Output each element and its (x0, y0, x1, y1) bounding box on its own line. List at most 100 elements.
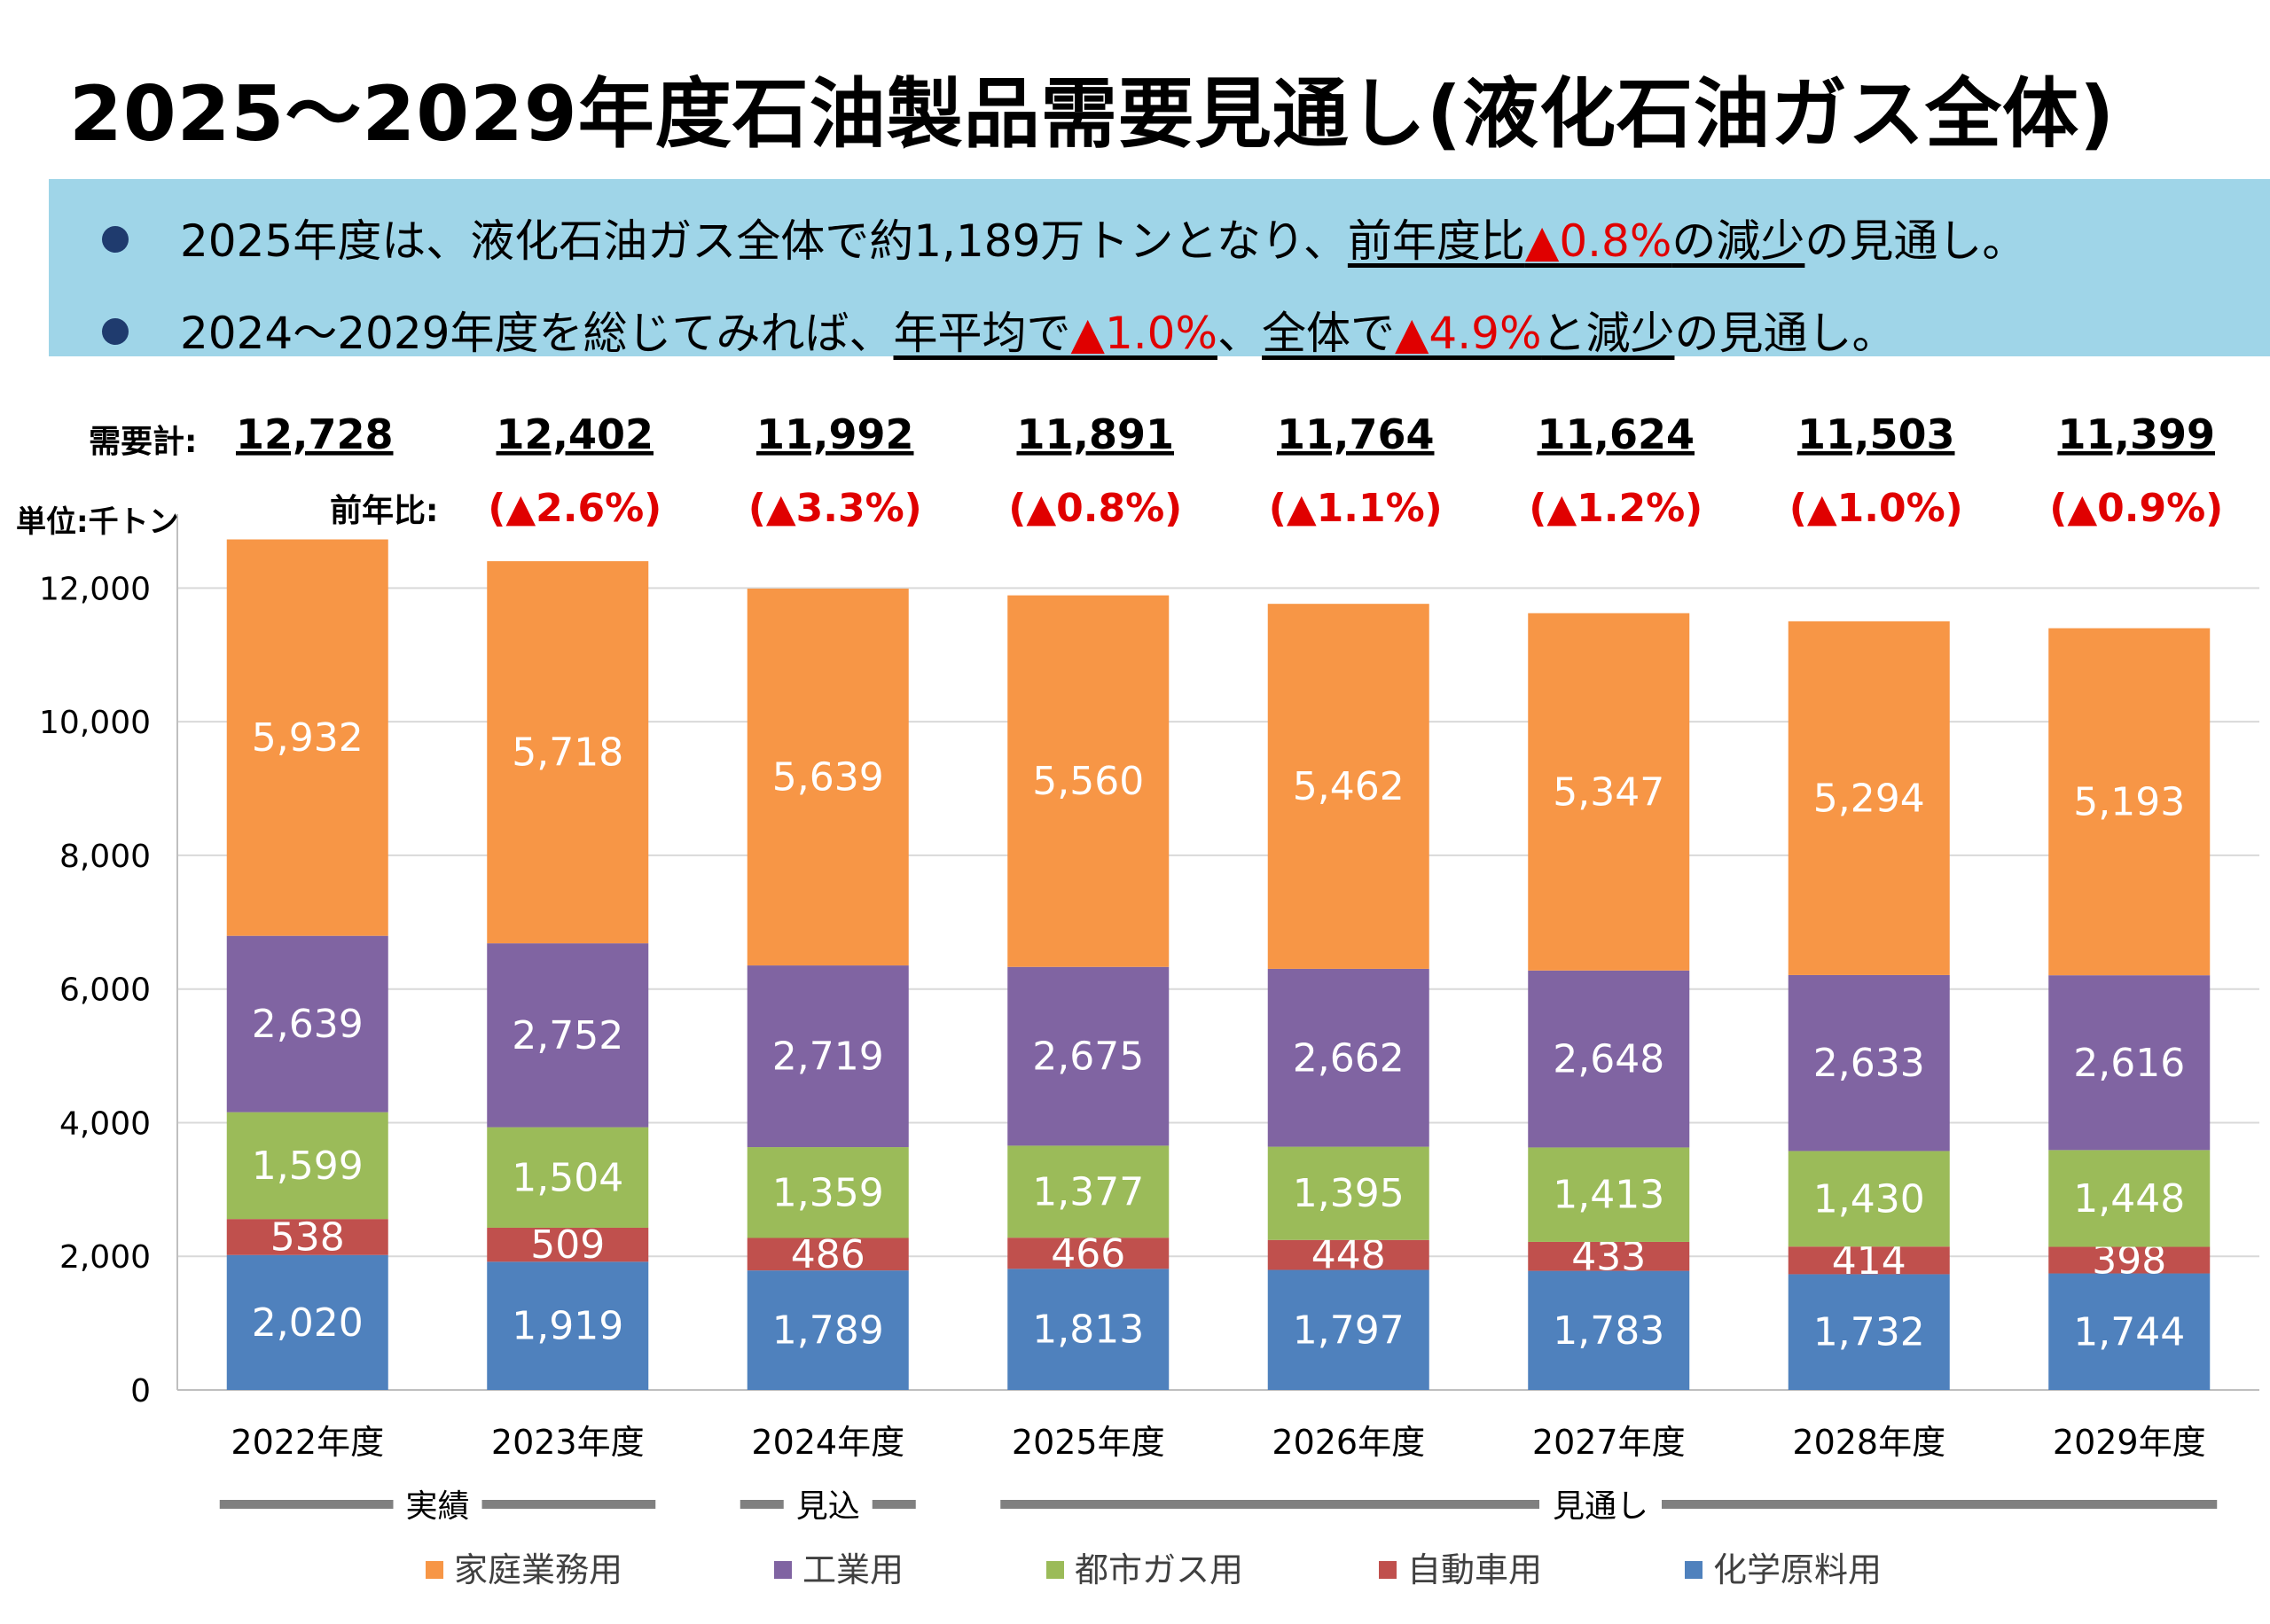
x-tick-label: 2022年度 (231, 1423, 384, 1462)
bullet-underlined-text: 年平均で▲1.0% (894, 308, 1217, 359)
data-label: 5,639 (772, 755, 884, 800)
bar-segment (487, 1127, 649, 1228)
bar-segment (1528, 613, 1690, 971)
bar-segment (226, 1219, 388, 1255)
data-label: 2,633 (1813, 1041, 1925, 1086)
x-tick-label: 2029年度 (2053, 1423, 2206, 1462)
legend-item-city-gas: 都市ガス用 (1046, 1542, 1243, 1591)
bar-segment (1007, 1145, 1170, 1238)
bar-segment (747, 965, 909, 1148)
data-label: 5,347 (1553, 769, 1664, 815)
bar-segment (487, 561, 649, 944)
data-label: 1,783 (1553, 1308, 1664, 1354)
bar-segment (1007, 966, 1170, 1146)
bar-segment (487, 943, 649, 1128)
yoy-label: (▲0.9%) (2049, 486, 2223, 531)
bullet-phrase: の減少 (1671, 215, 1805, 267)
bullet-rate: ▲1.0% (1070, 308, 1217, 359)
yoy-label: (▲1.2%) (1529, 486, 1702, 531)
data-label: 1,377 (1032, 1169, 1144, 1214)
bar-segment (1267, 1269, 1429, 1390)
bullet-phrase: 前年度比 (1347, 215, 1525, 267)
data-label: 5,932 (252, 715, 364, 761)
y-tick-label: 10,000 (39, 705, 151, 741)
legend-item-industrial: 工業用 (774, 1542, 904, 1591)
bar-segment (747, 588, 909, 966)
bar-segment (1788, 974, 1950, 1152)
data-label: 509 (530, 1222, 605, 1268)
yoy-label: (▲3.3%) (748, 486, 922, 531)
bar-segment (1267, 604, 1429, 969)
bar-segment (747, 1270, 909, 1390)
bar-segment (1267, 1239, 1429, 1270)
x-tick-label: 2027年度 (1532, 1423, 1686, 1462)
bar-segment (1007, 1269, 1170, 1390)
data-label: 1,430 (1813, 1176, 1925, 1222)
bar-segment (1788, 1246, 1950, 1275)
data-label: 1,599 (252, 1144, 364, 1189)
bar-segment (2048, 975, 2211, 1151)
total-label: 11,891 (1016, 410, 1174, 458)
legend-label: 家庭業務用 (454, 1550, 623, 1589)
data-label: 2,662 (1293, 1035, 1405, 1081)
y-tick-label: 4,000 (59, 1105, 151, 1142)
legend-swatch (426, 1560, 443, 1579)
data-label: 448 (1311, 1233, 1386, 1278)
total-label: 11,624 (1537, 410, 1695, 458)
bar-segment (747, 1147, 909, 1238)
data-label: 2,020 (252, 1300, 364, 1346)
total-label: 12,728 (236, 410, 394, 458)
legend-swatch (1379, 1560, 1397, 1579)
page-title: 2025～2029年度石油製品需要見通し(液化石油ガス全体) (69, 70, 2116, 159)
data-label: 5,462 (1293, 764, 1405, 809)
legend-swatch (1685, 1560, 1702, 1579)
bullet-text: 2025年度は、液化石油ガス全体で約1,189万トンとなり、 (180, 215, 1348, 267)
bar-segment (1528, 1270, 1690, 1390)
bar-segment (1007, 595, 1170, 967)
data-label: 1,789 (772, 1308, 884, 1354)
bullet-text: 2024～2029年度を総じてみれば、 (180, 308, 894, 359)
x-tick-label: 2024年度 (751, 1423, 904, 1462)
data-label: 5,560 (1032, 759, 1144, 804)
totals-row-label: 需要計: (89, 424, 197, 460)
yoy-label: (▲1.1%) (1269, 486, 1443, 531)
bullet-text: の見通し。 (1674, 308, 1897, 359)
bullet-phrase: 年平均で (893, 308, 1071, 359)
data-label: 486 (791, 1232, 865, 1277)
bar-segment (2048, 1246, 2211, 1274)
data-label: 1,395 (1293, 1171, 1405, 1216)
data-label: 1,504 (512, 1155, 623, 1200)
total-label: 11,764 (1277, 410, 1435, 458)
total-label: 11,399 (2057, 410, 2215, 458)
bullet-dot-icon (102, 225, 129, 253)
bar-segment (487, 1261, 649, 1390)
data-label: 538 (270, 1214, 345, 1260)
x-tick-label: 2023年度 (491, 1423, 645, 1462)
bar-segment (1788, 1274, 1950, 1390)
legend-item-chemical: 化学原料用 (1685, 1542, 1882, 1591)
bar-segment (1267, 1146, 1429, 1240)
x-tick-label: 2026年度 (1272, 1423, 1425, 1462)
y-tick-label: 6,000 (59, 972, 151, 1009)
yoy-label: (▲0.8%) (1008, 486, 1182, 531)
y-tick-label: 2,000 (59, 1239, 151, 1276)
bullet-underlined-text: 前年度比▲0.8%の減少 (1348, 215, 1804, 267)
bullet-rate: ▲4.9% (1394, 308, 1542, 359)
bullet-text: の見通し。 (1804, 215, 2027, 267)
total-label: 12,402 (496, 410, 654, 458)
bar-segment (1007, 1238, 1170, 1269)
legend-swatch (1046, 1560, 1064, 1579)
bullet-rate: ▲0.8% (1524, 215, 1672, 267)
y-tick-label: 8,000 (59, 839, 151, 875)
period-label: 見通し (1553, 1488, 1648, 1525)
bar-segment (1528, 1147, 1690, 1242)
bar-segment (1788, 1151, 1950, 1247)
data-label: 2,719 (772, 1035, 884, 1080)
data-label: 5,294 (1813, 776, 1925, 821)
total-label: 11,992 (756, 410, 914, 458)
bar-segment (487, 1227, 649, 1262)
bullet-underlined-text: 全体で▲4.9%と減少 (1262, 308, 1674, 359)
data-label: 2,616 (2073, 1041, 2185, 1086)
legend-label: 化学原料用 (1713, 1550, 1883, 1589)
legend-label: 都市ガス用 (1075, 1550, 1244, 1589)
